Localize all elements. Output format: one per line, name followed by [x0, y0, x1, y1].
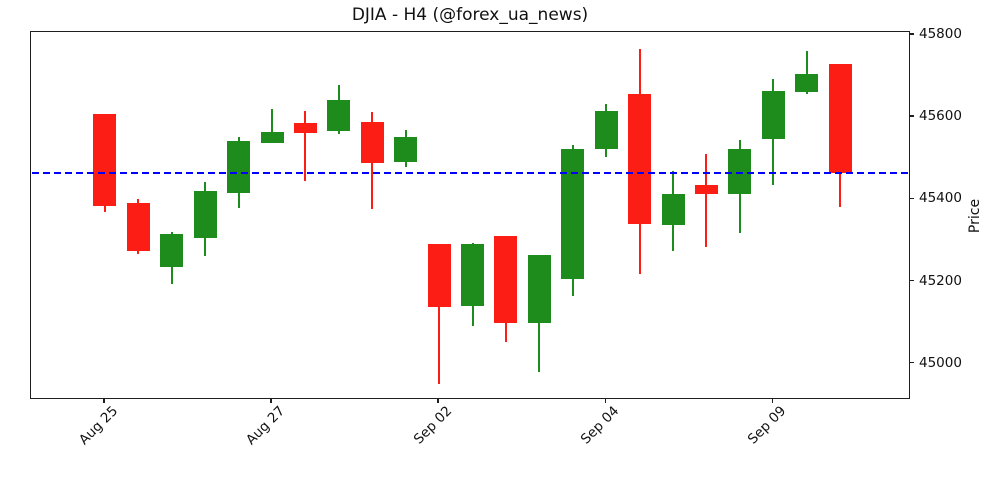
x-tick-label: Sep 04 — [578, 403, 623, 448]
x-tick-mark — [604, 399, 606, 403]
candle-body-down — [93, 114, 117, 206]
candle-wick-up — [805, 50, 808, 95]
candle-wick-down — [438, 244, 441, 385]
y-tick-mark — [910, 279, 914, 282]
candle-body-down — [360, 122, 384, 163]
candle-body-down — [427, 244, 451, 308]
candle-wick-down — [304, 110, 307, 182]
candle-body-down — [828, 64, 852, 173]
candle-body-up — [461, 244, 485, 306]
candle-body-down — [628, 93, 652, 224]
candle-body-up — [594, 110, 618, 150]
candle-body-up — [394, 137, 418, 162]
candle-body-up — [227, 140, 251, 193]
candle-body-up — [561, 148, 585, 279]
x-tick-label: Sep 02 — [410, 403, 456, 448]
x-tick-mark — [103, 399, 105, 403]
y-tick-mark — [910, 362, 914, 364]
chart-title: DJIA - H4 (@forex_ua_news) — [351, 5, 589, 25]
plot-area — [30, 31, 910, 399]
current-price-line — [32, 171, 910, 174]
x-tick-label: Aug 27 — [243, 403, 289, 449]
y-tick-label: 45000 — [919, 354, 962, 371]
x-tick-label: Sep 09 — [745, 403, 790, 448]
candle-body-down — [293, 122, 317, 133]
x-tick-mark — [771, 399, 773, 403]
x-tick-label: Aug 25 — [76, 403, 122, 449]
y-tick-label: 45200 — [919, 272, 962, 289]
candle-body-up — [527, 254, 551, 323]
candle-body-down — [494, 235, 518, 323]
y-tick-label: 45600 — [919, 108, 962, 125]
candle-body-down — [126, 202, 150, 252]
y-tick-label: 45800 — [919, 25, 962, 42]
candle-body-down — [694, 184, 718, 195]
candle-body-up — [761, 91, 785, 140]
candle-wick-up — [271, 108, 273, 143]
candle-body-up — [661, 194, 685, 226]
candle-body-up — [327, 100, 351, 132]
candle-body-up — [260, 131, 284, 143]
y-tick-label: 45400 — [919, 190, 962, 207]
y-axis-title: Price — [967, 198, 983, 234]
candle-wick-down — [705, 153, 708, 248]
candle-body-up — [193, 191, 217, 238]
x-tick-mark — [270, 399, 272, 403]
candle-body-up — [160, 233, 184, 267]
y-tick-mark — [910, 115, 914, 117]
y-tick-mark — [910, 33, 914, 35]
y-tick-mark — [910, 197, 914, 199]
x-tick-mark — [437, 399, 439, 403]
candle-body-up — [795, 73, 819, 93]
